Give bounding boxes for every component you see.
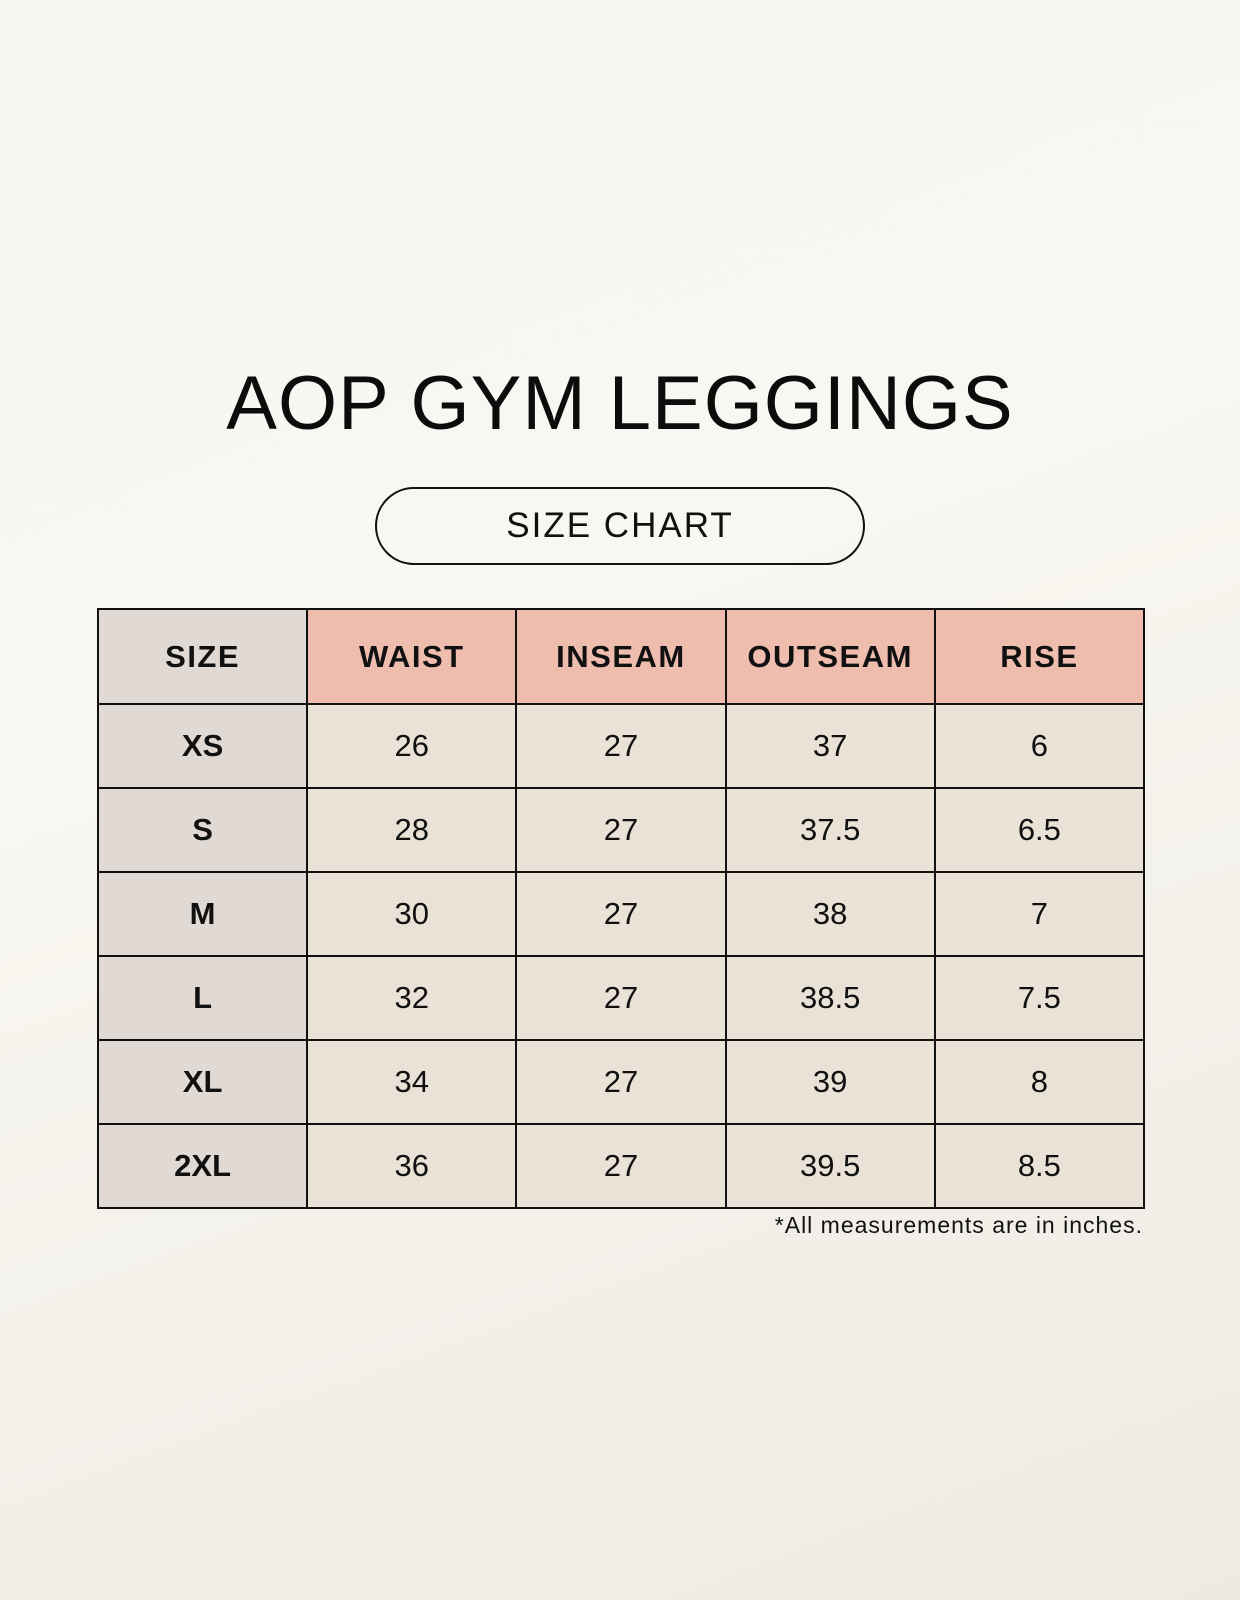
cell-rise: 6.5	[933, 787, 1146, 873]
header-outseam: OUTSEAM	[724, 608, 936, 705]
header-inseam: INSEAM	[515, 608, 727, 705]
table-row: M 30 27 38 7	[96, 871, 1146, 957]
table-row: XL 34 27 39 8	[96, 1039, 1146, 1125]
cell-size: S	[96, 787, 309, 873]
cell-waist: 34	[306, 1039, 518, 1125]
cell-waist: 32	[306, 955, 518, 1041]
size-table: SIZE WAIST INSEAM OUTSEAM RISE XS 26 27 37 6…	[96, 608, 1146, 1209]
cell-outseam: 37	[724, 703, 936, 789]
cell-rise: 8.5	[933, 1123, 1146, 1209]
table-row: XS 26 27 37 6	[96, 703, 1146, 789]
cell-inseam: 27	[515, 703, 727, 789]
cell-inseam: 27	[515, 787, 727, 873]
cell-inseam: 27	[515, 871, 727, 957]
cell-rise: 7	[933, 871, 1146, 957]
cell-size: L	[96, 955, 309, 1041]
cell-size: XS	[96, 703, 309, 789]
table-row: S 28 27 37.5 6.5	[96, 787, 1146, 873]
footnote: *All measurements are in inches.	[774, 1212, 1143, 1238]
cell-waist: 30	[306, 871, 518, 957]
header-waist: WAIST	[306, 608, 518, 705]
header-row: SIZE WAIST INSEAM OUTSEAM RISE	[96, 608, 1146, 705]
cell-inseam: 27	[515, 1123, 727, 1209]
cell-waist: 26	[306, 703, 518, 789]
cell-waist: 36	[306, 1123, 518, 1209]
page-title: AOP GYM LEGGINGS	[226, 361, 1014, 446]
cell-waist: 28	[306, 787, 518, 873]
table-row: 2XL 36 27 39.5 8.5	[96, 1123, 1146, 1209]
cell-rise: 8	[933, 1039, 1146, 1125]
header-size: SIZE	[96, 608, 309, 705]
cell-outseam: 39	[724, 1039, 936, 1125]
cell-rise: 7.5	[933, 955, 1146, 1041]
cell-inseam: 27	[515, 1039, 727, 1125]
cell-rise: 6	[933, 703, 1146, 789]
header-rise: RISE	[933, 608, 1146, 705]
cell-outseam: 38.5	[724, 955, 936, 1041]
size-chart-badge: SIZE CHART	[375, 487, 865, 565]
cell-size: XL	[96, 1039, 309, 1125]
cell-outseam: 39.5	[724, 1123, 936, 1209]
table-row: L 32 27 38.5 7.5	[96, 955, 1146, 1041]
cell-outseam: 37.5	[724, 787, 936, 873]
cell-size: 2XL	[96, 1123, 309, 1209]
cell-outseam: 38	[724, 871, 936, 957]
cell-size: M	[96, 871, 309, 957]
cell-inseam: 27	[515, 955, 727, 1041]
